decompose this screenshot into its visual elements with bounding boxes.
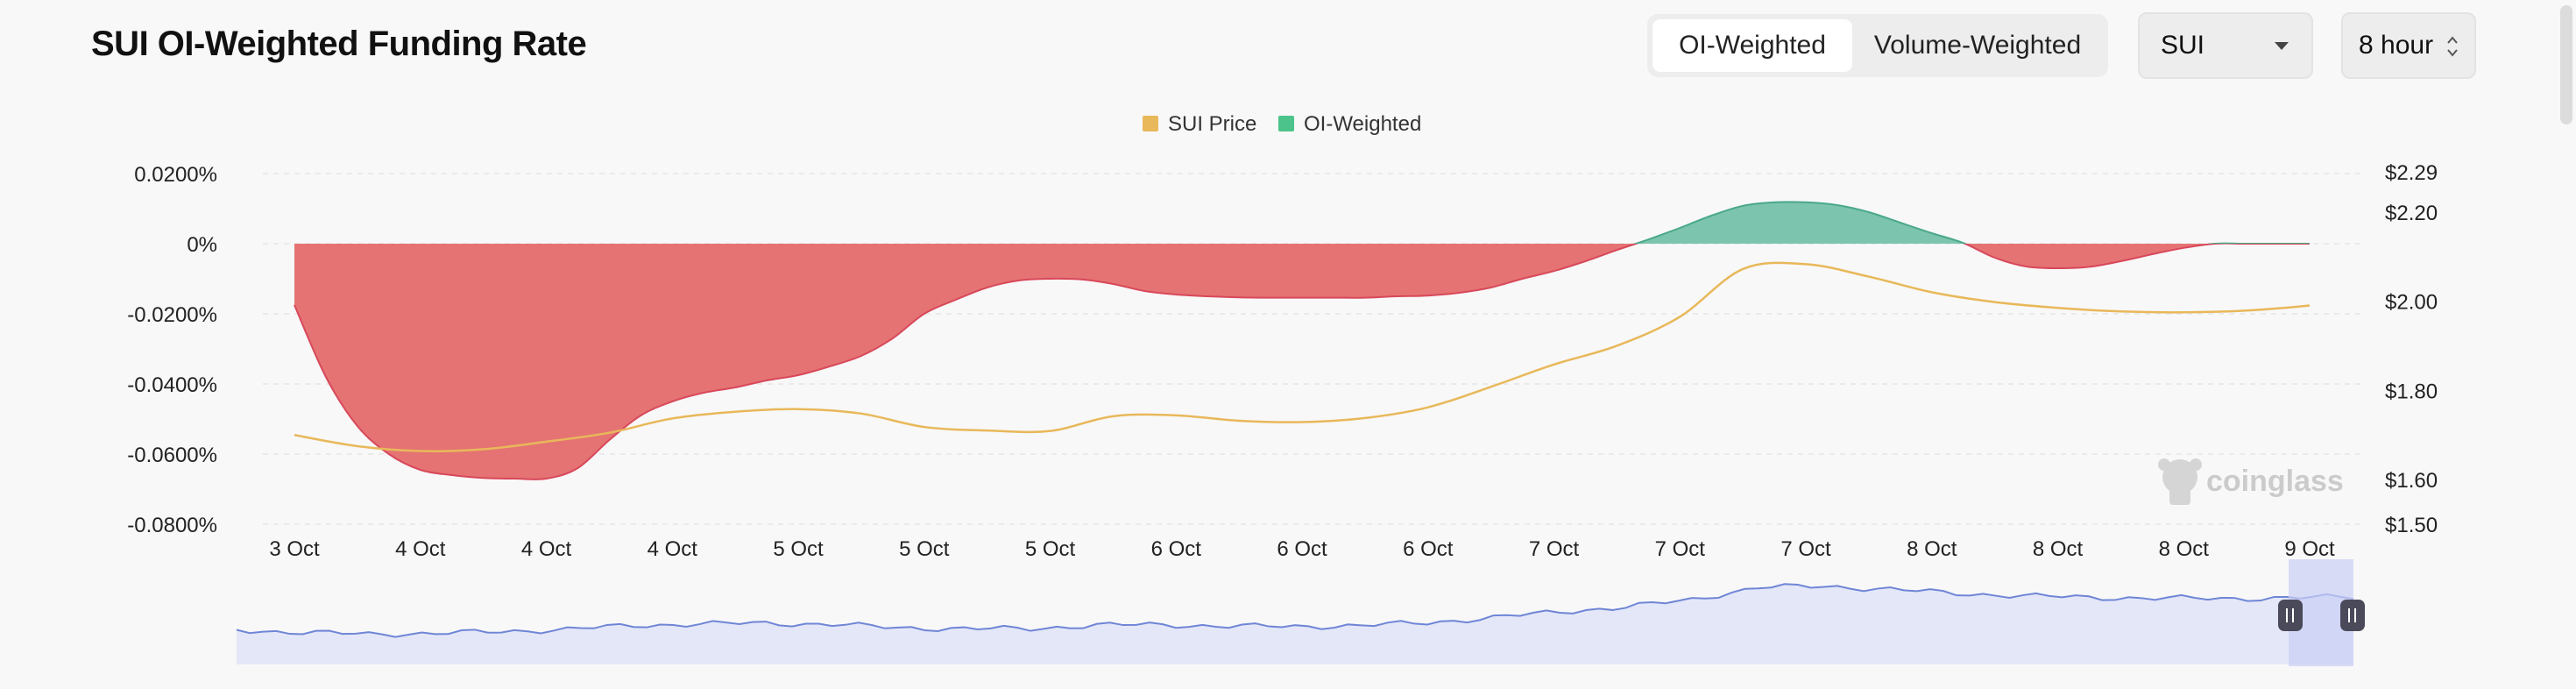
- left-tick-label: -0.0800%: [127, 514, 217, 537]
- navigator-handle-right[interactable]: [2340, 600, 2365, 631]
- left-tick-label: -0.0400%: [127, 373, 217, 397]
- x-tick-label: 8 Oct: [2159, 537, 2210, 561]
- x-tick-label: 6 Oct: [1403, 537, 1454, 561]
- left-tick-label: 0.0200%: [134, 163, 217, 187]
- legend-swatch-price: [1143, 116, 1158, 131]
- x-tick-label: 6 Oct: [1277, 537, 1327, 561]
- sui-price-line: [294, 261, 2311, 452]
- legend-label-oi: OI-Weighted: [1304, 112, 1421, 136]
- left-tick-label: 0%: [187, 233, 217, 257]
- x-tick-label: 3 Oct: [269, 537, 320, 561]
- x-tick-label: 5 Oct: [1025, 537, 1076, 561]
- page-title: SUI OI-Weighted Funding Rate: [91, 25, 587, 63]
- symbol-select-value: SUI: [2161, 31, 2205, 60]
- right-tick-label: $2.00: [2385, 291, 2438, 315]
- tab-oi-weighted[interactable]: OI-Weighted: [1652, 19, 1852, 72]
- x-tick-label: 7 Oct: [1780, 537, 1831, 561]
- navigator-area: [237, 584, 2353, 664]
- x-tick-label: 6 Oct: [1151, 537, 1202, 561]
- oi-negative-area: [294, 244, 2310, 479]
- left-axis: 0.0200% 0% -0.0200% -0.0400% -0.0600% -0.0800…: [127, 163, 217, 537]
- navigator-handle-left[interactable]: [2278, 600, 2303, 631]
- weighting-toggle: OI-Weighted Volume-Weighted: [1647, 14, 2108, 77]
- x-tick-label: 8 Oct: [2033, 537, 2084, 561]
- x-tick-label: 9 Oct: [2284, 537, 2335, 561]
- x-axis: 3 Oct 4 Oct 4 Oct 4 Oct 5 Oct 5 Oct 5 Oct 6 Oct…: [269, 537, 2335, 561]
- x-tick-label: 4 Oct: [648, 537, 698, 561]
- legend-label-price: SUI Price: [1168, 112, 1256, 136]
- right-tick-label: $1.50: [2385, 514, 2438, 537]
- right-tick-label: $2.20: [2385, 202, 2438, 225]
- oi-positive-area: [294, 202, 2310, 244]
- x-tick-label: 7 Oct: [1655, 537, 1706, 561]
- caret-down-icon: [2275, 42, 2289, 50]
- right-tick-label: $1.80: [2385, 380, 2438, 403]
- x-tick-label: 8 Oct: [1907, 537, 1957, 561]
- legend-item-sui-price[interactable]: SUI Price: [1143, 112, 1256, 136]
- left-tick-label: -0.0200%: [127, 303, 217, 327]
- up-down-icon: [2447, 36, 2458, 57]
- symbol-select[interactable]: SUI: [2138, 12, 2313, 79]
- left-tick-label: -0.0600%: [127, 444, 217, 467]
- tab-volume-weighted[interactable]: Volume-Weighted: [1873, 31, 2082, 60]
- x-tick-label: 4 Oct: [521, 537, 572, 561]
- x-tick-label: 4 Oct: [395, 537, 446, 561]
- navigator-line: [236, 583, 2354, 638]
- period-select-value: 8 hour: [2359, 31, 2434, 60]
- right-tick-label: $2.29: [2385, 161, 2438, 185]
- x-tick-label: 5 Oct: [773, 537, 824, 561]
- chart-legend: SUI Price OI-Weighted: [1143, 112, 1421, 136]
- x-tick-label: 7 Oct: [1529, 537, 1580, 561]
- period-select[interactable]: 8 hour: [2341, 12, 2476, 79]
- legend-swatch-oi: [1278, 116, 1294, 131]
- page-scrollbar[interactable]: [2560, 5, 2572, 124]
- range-navigator[interactable]: [236, 559, 2365, 666]
- legend-item-oi-weighted[interactable]: OI-Weighted: [1278, 112, 1421, 136]
- coinglass-logo-icon: [2158, 458, 2202, 505]
- x-tick-label: 5 Oct: [899, 537, 950, 561]
- right-axis: $2.29 $2.20 $2.00 $1.80 $1.60 $1.50: [2385, 161, 2438, 537]
- coinglass-watermark: coinglass: [2158, 458, 2344, 505]
- right-tick-label: $1.60: [2385, 469, 2438, 493]
- watermark-text: coinglass: [2206, 465, 2344, 498]
